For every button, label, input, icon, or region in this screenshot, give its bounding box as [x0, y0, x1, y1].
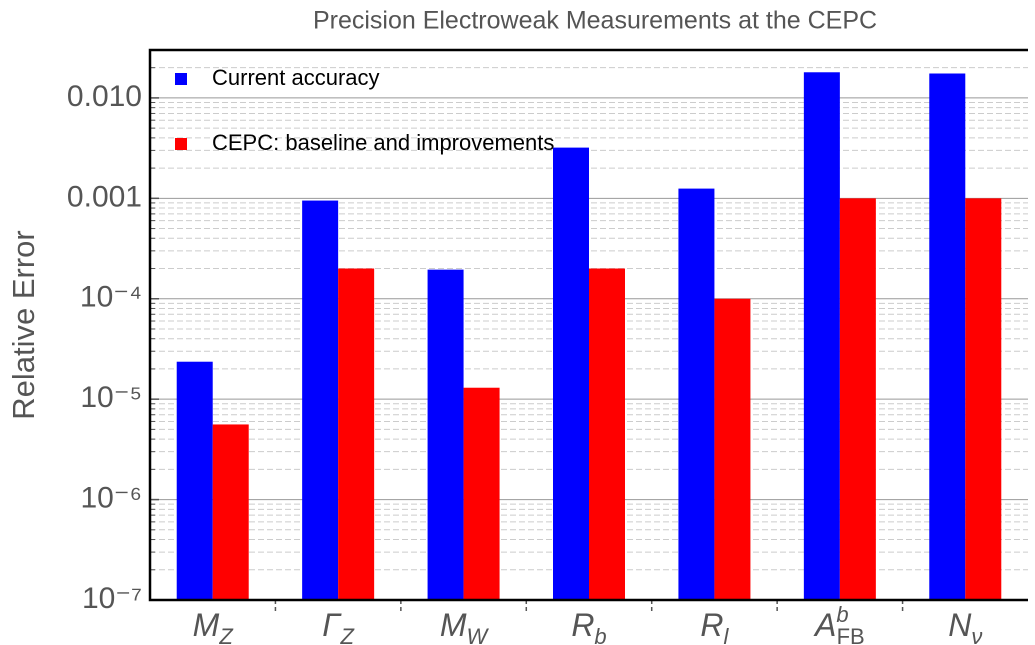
y-tick-label: 10⁻⁵ — [80, 381, 142, 414]
bar — [929, 73, 966, 600]
y-axis-label: Relative Error — [6, 230, 41, 420]
x-tick-label: Rl — [700, 607, 729, 645]
legend-swatch — [175, 73, 187, 85]
category-base: R — [571, 607, 594, 643]
legend-label: CEPC: baseline and improvements — [212, 130, 554, 155]
category-base: M — [193, 607, 220, 643]
bar — [803, 72, 840, 601]
x-tick-label: Rb — [571, 607, 606, 645]
bar — [212, 424, 249, 600]
legend-label: Current accuracy — [212, 65, 380, 90]
bar — [302, 200, 339, 600]
category-sub: ν — [971, 624, 982, 645]
y-tick-label: 10⁻⁴ — [80, 281, 142, 314]
bar — [463, 387, 500, 600]
y-tick-label: 10⁻⁷ — [82, 582, 142, 615]
chart-title: Precision Electroweak Measurements at th… — [313, 7, 877, 35]
bar — [839, 198, 876, 600]
category-base: A — [813, 607, 836, 643]
x-tick-label: Nν — [948, 607, 982, 645]
bar — [589, 268, 625, 600]
y-tick-label: 0.001 — [67, 180, 142, 213]
category-sub: l — [724, 624, 730, 645]
category-base: R — [700, 607, 723, 643]
category-sub: b — [594, 624, 606, 645]
category-sub: Z — [218, 624, 234, 645]
category-sup: b — [836, 602, 848, 627]
category-base: N — [948, 607, 972, 643]
bar — [678, 188, 715, 600]
category-base: Γ — [322, 607, 342, 643]
bar — [965, 198, 1002, 600]
y-tick-label: 0.010 — [67, 80, 142, 113]
bar — [714, 298, 751, 600]
category-sub: W — [467, 624, 490, 645]
bar — [338, 268, 375, 600]
x-tick-label: MZ — [193, 607, 235, 645]
category-sub: FB — [837, 624, 865, 645]
x-tick-label: Ab FB — [813, 602, 865, 645]
category-sub: Z — [340, 624, 356, 645]
x-tick-label: ΓZ — [322, 607, 355, 645]
plot-frame — [148, 48, 1028, 602]
legend-swatch — [175, 138, 187, 150]
bar — [427, 269, 464, 600]
category-base: M — [440, 607, 467, 643]
y-tick-label: 10⁻⁶ — [80, 482, 142, 515]
x-tick-label: MW — [440, 607, 490, 645]
bar — [176, 361, 213, 600]
bar — [553, 147, 589, 600]
